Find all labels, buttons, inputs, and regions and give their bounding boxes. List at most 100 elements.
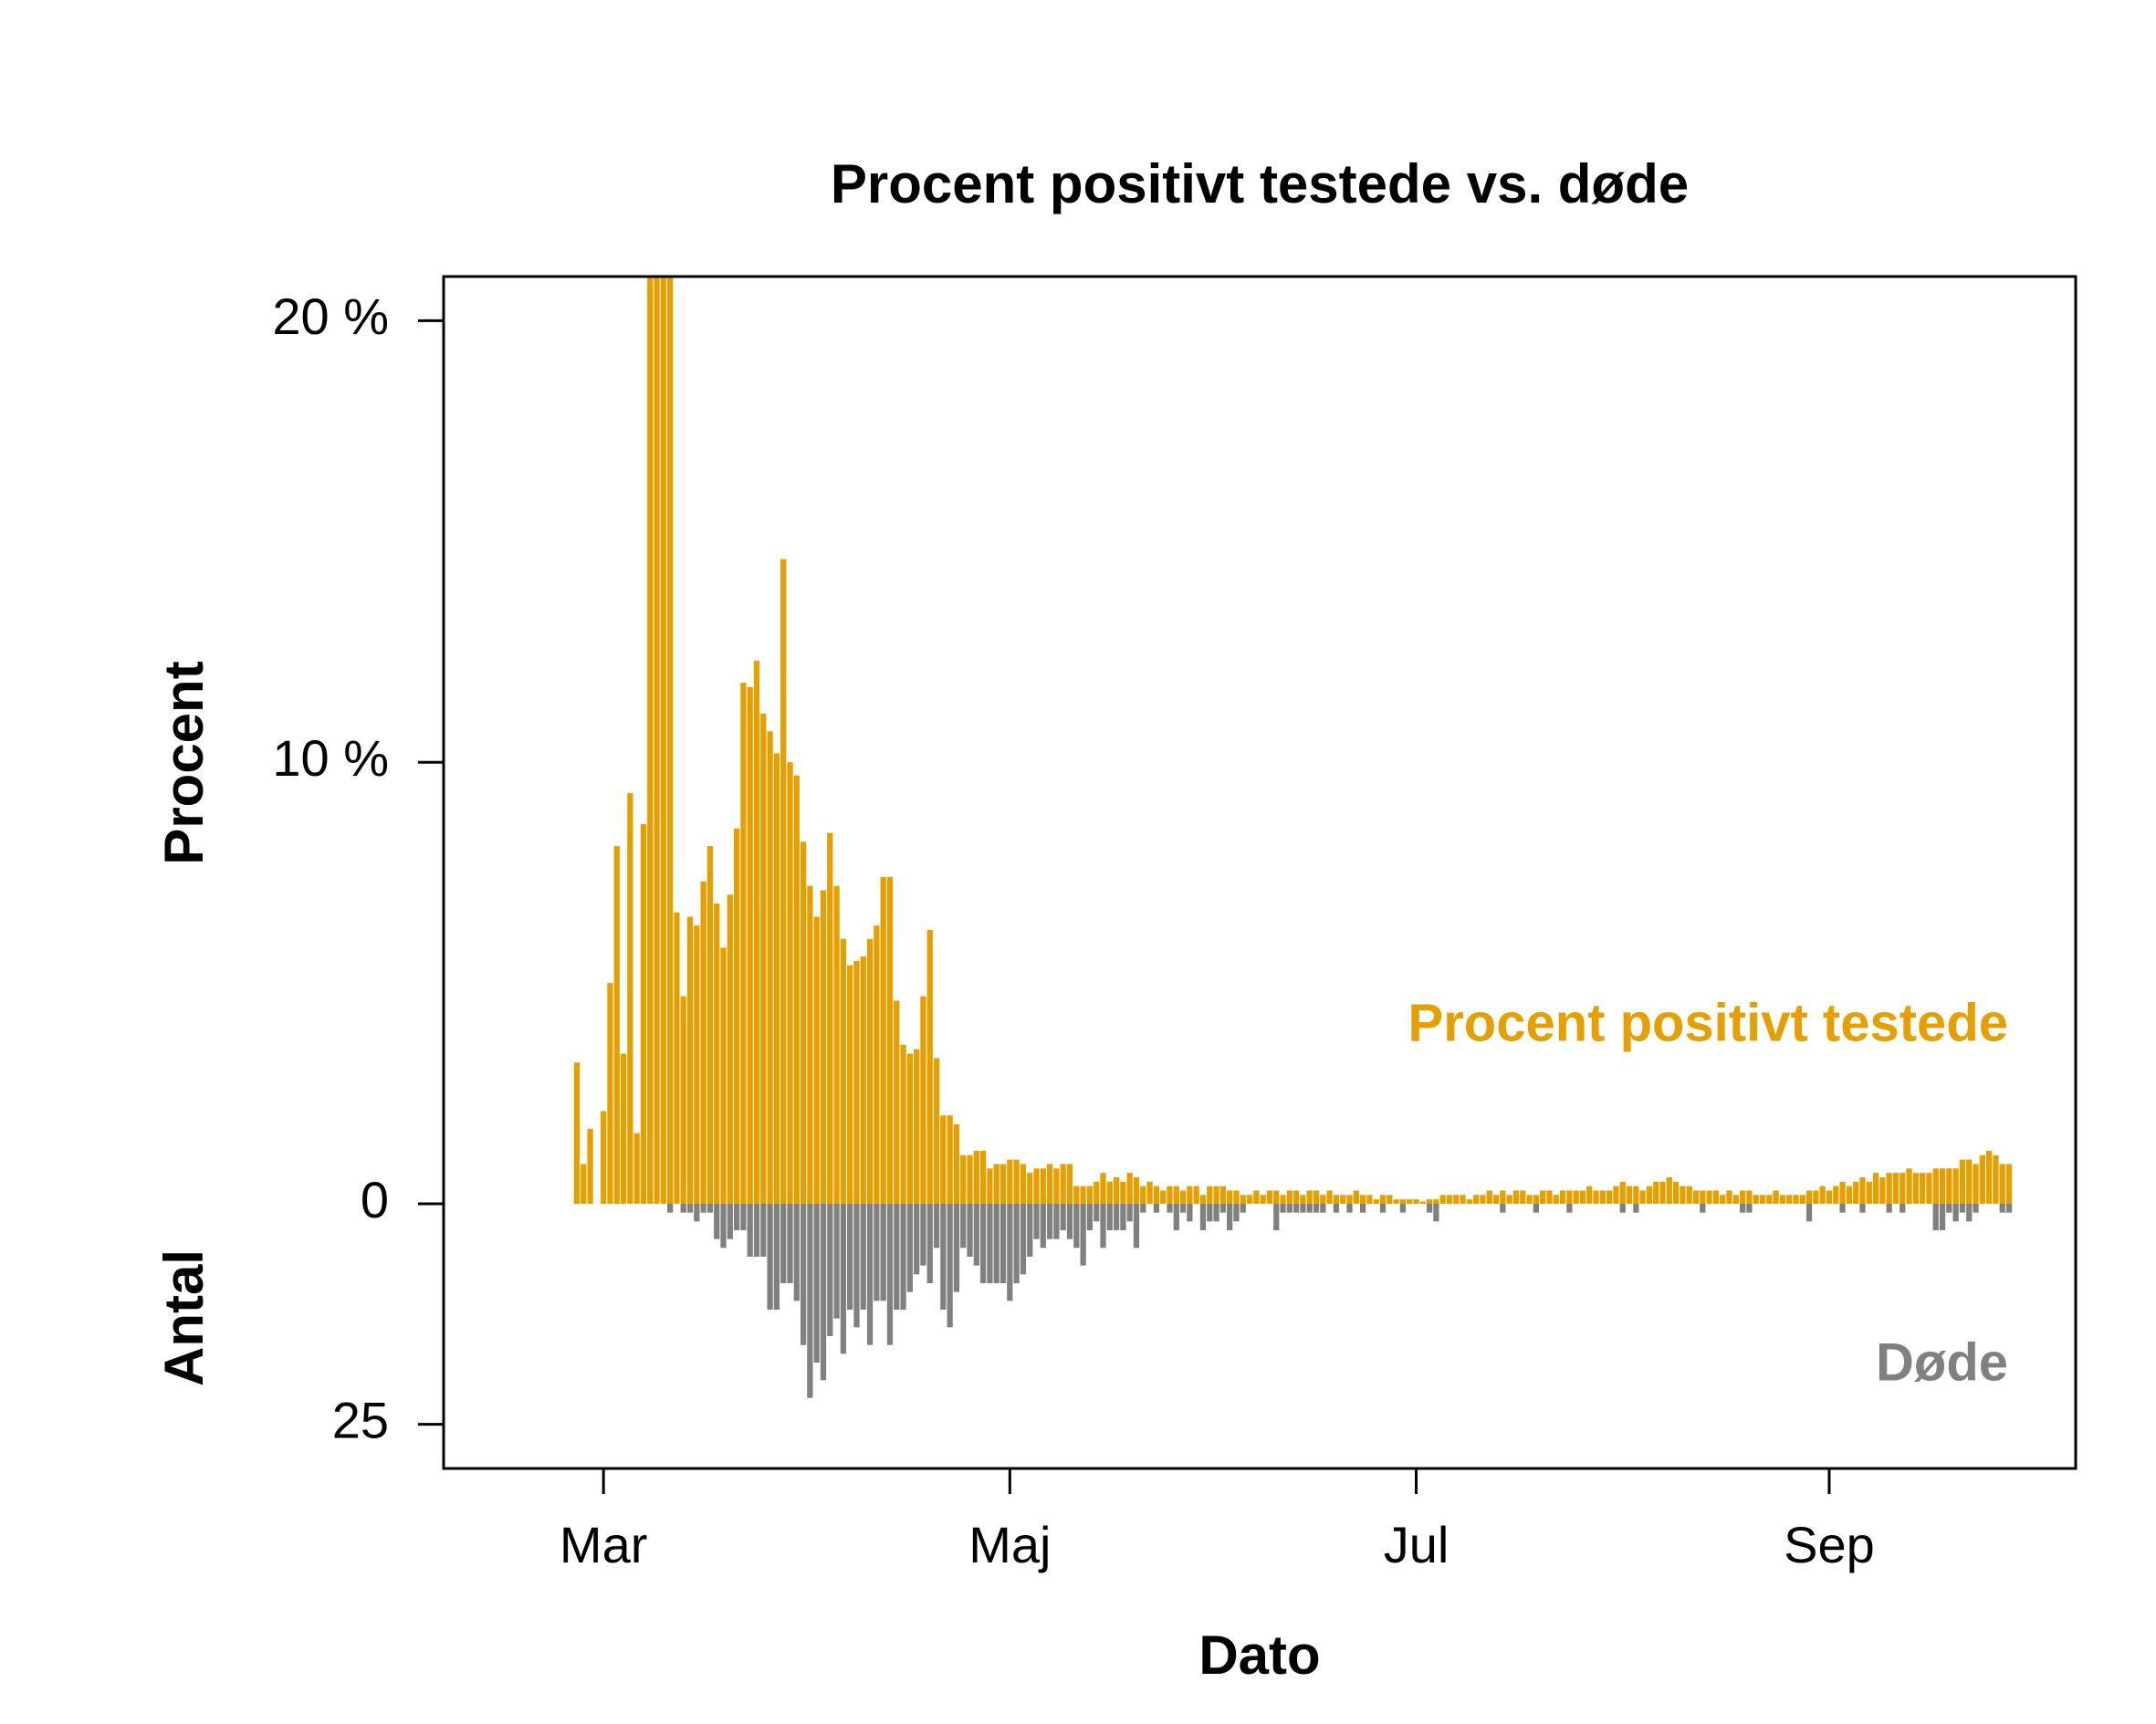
death-bar	[1007, 1204, 1013, 1301]
percent-bar	[914, 1049, 920, 1204]
percent-bar	[940, 1115, 947, 1204]
x-tick-label: Sep	[1784, 1516, 1875, 1573]
death-bar	[1952, 1204, 1959, 1222]
percent-bar	[1932, 1168, 1939, 1204]
percent-bar	[1094, 1181, 1100, 1204]
percent-bar	[1393, 1199, 1399, 1204]
y-tick-label: 10 %	[272, 729, 389, 787]
death-bar	[714, 1204, 720, 1239]
death-bar	[1013, 1204, 1020, 1283]
death-bar	[1040, 1204, 1046, 1249]
death-bar	[1106, 1204, 1113, 1230]
death-bar	[1999, 1204, 2005, 1213]
percent-bar	[1906, 1168, 1912, 1204]
death-bar	[1060, 1204, 1066, 1230]
percent-bar	[1253, 1190, 1260, 1204]
percent-bar	[1706, 1190, 1712, 1204]
percent-bar	[1559, 1190, 1566, 1204]
death-bar	[800, 1204, 807, 1345]
death-bar	[1219, 1204, 1226, 1213]
percent-bar	[1313, 1190, 1320, 1204]
percent-bar	[960, 1155, 967, 1204]
percent-bar	[1846, 1186, 1853, 1204]
percent-bar	[780, 559, 787, 1204]
percent-bar	[1985, 1150, 1993, 1204]
death-bar	[993, 1204, 1000, 1283]
percent-bar	[1446, 1195, 1453, 1204]
percent-bar	[1639, 1190, 1646, 1204]
death-bar	[1240, 1204, 1246, 1213]
death-bar	[953, 1204, 960, 1292]
death-bar	[1066, 1204, 1073, 1239]
death-bar	[1233, 1204, 1240, 1222]
death-bar	[1973, 1204, 1979, 1213]
death-bar	[1120, 1204, 1126, 1230]
percent-bar	[1672, 1181, 1680, 1204]
death-bar	[780, 1204, 787, 1283]
death-bar	[1167, 1204, 1173, 1213]
death-bar	[1199, 1204, 1207, 1230]
death-bar	[1700, 1204, 1706, 1213]
percent-bar	[1886, 1173, 1892, 1204]
percent-bar	[1387, 1195, 1393, 1204]
percent-bar	[793, 775, 800, 1204]
percent-bar	[1340, 1195, 1346, 1204]
percent-bar	[1173, 1186, 1179, 1204]
percent-bar	[1999, 1164, 2005, 1204]
death-bar	[914, 1204, 920, 1275]
death-bar	[906, 1204, 913, 1292]
percent-bar	[1100, 1173, 1106, 1204]
death-bar	[820, 1204, 827, 1381]
percent-bar	[820, 890, 827, 1204]
percent-bar	[847, 965, 853, 1204]
death-bar	[720, 1204, 727, 1249]
percent-bar	[1520, 1190, 1526, 1204]
death-bar	[686, 1204, 694, 1213]
death-bar	[1359, 1204, 1366, 1213]
percent-bar	[1060, 1164, 1066, 1204]
death-bar	[1053, 1204, 1060, 1239]
percent-bar	[1579, 1190, 1586, 1204]
percent-bar	[1546, 1190, 1553, 1204]
percent-bar	[1027, 1173, 1033, 1204]
death-bar	[666, 1204, 674, 1213]
death-bar	[967, 1204, 973, 1257]
percent-bar	[1813, 1190, 1819, 1204]
death-bar	[787, 1204, 793, 1283]
death-bar	[1140, 1204, 1146, 1213]
percent-bar	[1599, 1190, 1606, 1204]
percent-bar	[1833, 1186, 1839, 1204]
percent-bar	[1433, 1199, 1439, 1204]
percent-bar	[1732, 1195, 1739, 1204]
percent-bar	[1013, 1159, 1020, 1204]
percent-bar	[613, 846, 620, 1204]
percent-bar	[607, 983, 613, 1204]
percent-bar	[1773, 1190, 1779, 1204]
death-bar	[1000, 1204, 1007, 1283]
death-bar	[1286, 1204, 1293, 1213]
percent-bar	[1413, 1199, 1419, 1204]
percent-bar	[1353, 1190, 1359, 1204]
death-bar	[1805, 1204, 1813, 1222]
y-axis-label: Procent	[153, 661, 215, 864]
death-bar	[1086, 1204, 1094, 1230]
percent-bar	[1805, 1190, 1813, 1204]
percent-bar	[1379, 1195, 1387, 1204]
death-bar	[680, 1204, 686, 1213]
death-bar	[894, 1204, 900, 1310]
percent-bar	[1246, 1195, 1253, 1204]
death-bar	[880, 1204, 886, 1301]
death-bar	[1020, 1204, 1027, 1275]
x-axis-label: Dato	[1198, 1625, 1320, 1686]
death-bar	[1306, 1204, 1313, 1213]
percent-bar	[800, 841, 807, 1204]
percent-bar	[1540, 1190, 1546, 1204]
percent-bar	[1766, 1195, 1773, 1204]
percent-bar	[947, 1115, 953, 1204]
percent-bar	[1866, 1181, 1872, 1204]
death-bar	[1500, 1204, 1506, 1213]
percent-bar	[979, 1150, 987, 1204]
percent-bar	[1859, 1176, 1866, 1204]
death-bar	[1126, 1204, 1133, 1222]
percent-bar	[1926, 1173, 1932, 1204]
